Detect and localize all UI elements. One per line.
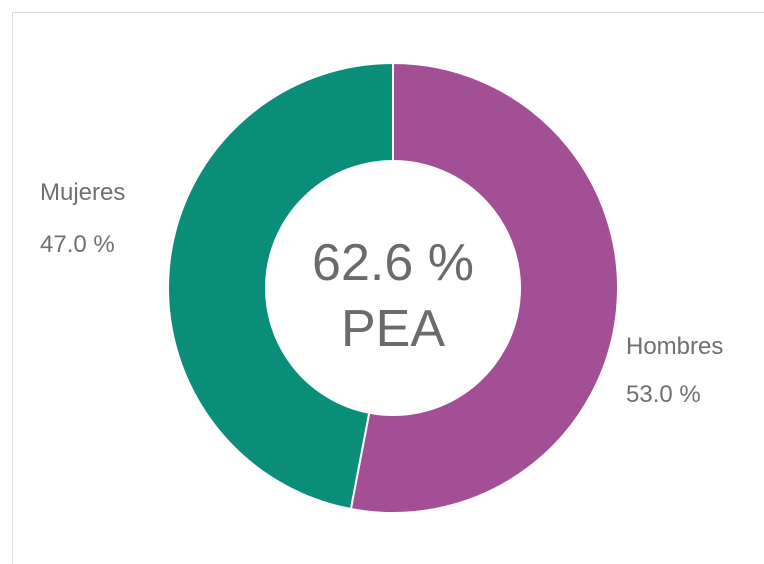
- frame-border-top: [12, 12, 764, 13]
- center-value: 62.6 %: [312, 234, 474, 292]
- donut-slice-mujeres: [167, 61, 394, 511]
- slice-value-hombres: 53.0 %: [626, 381, 701, 408]
- donut-slices: [167, 61, 619, 514]
- donut-slice-hombres: [349, 61, 619, 514]
- center-label: PEA: [341, 300, 445, 358]
- slice-label-hombres: Hombres: [626, 333, 723, 360]
- slice-value-mujeres: 47.0 %: [40, 231, 115, 258]
- slice-label-mujeres: Mujeres: [40, 179, 125, 206]
- frame-border-left: [12, 12, 13, 564]
